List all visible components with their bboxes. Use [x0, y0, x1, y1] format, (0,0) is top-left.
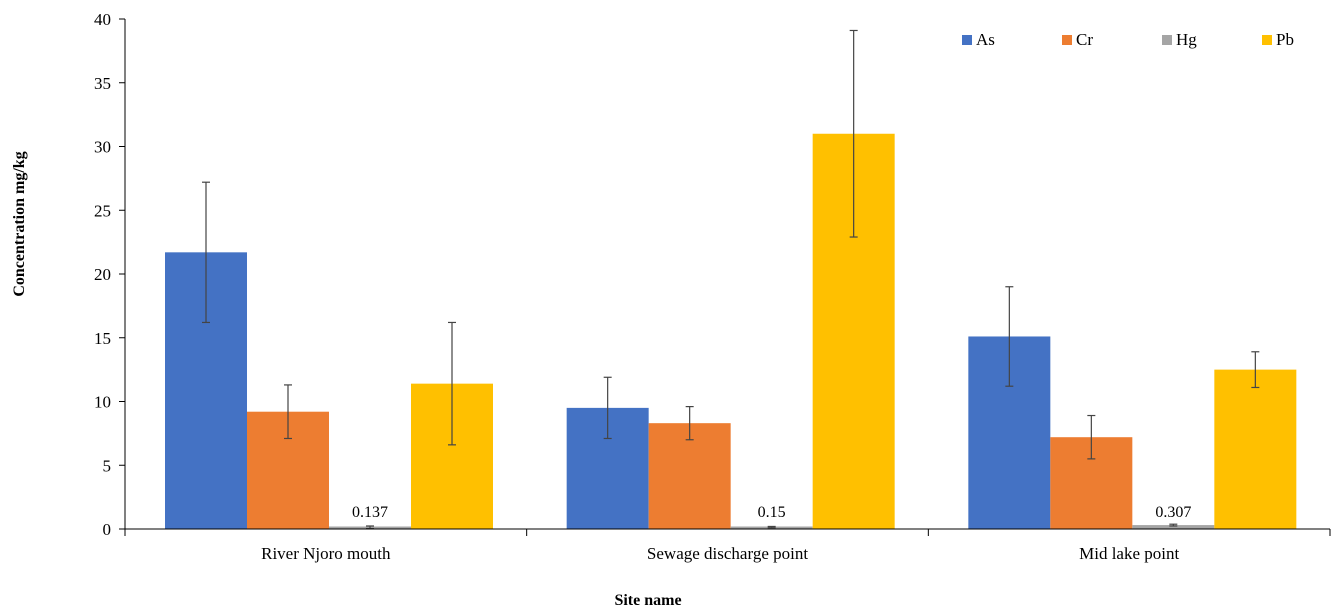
error-bars-layer [202, 29, 1260, 530]
y-tick-label: 15 [94, 329, 111, 348]
legend-swatch-hg [1162, 35, 1172, 45]
data-label: 0.137 [352, 504, 388, 521]
x-category-label: River Njoro mouth [261, 544, 391, 563]
legend-label-pb: Pb [1276, 30, 1294, 49]
legend-swatch-pb [1262, 35, 1272, 45]
bar-hg [1132, 525, 1215, 529]
legend-label-cr: Cr [1076, 30, 1093, 49]
legend-swatch-as [962, 35, 972, 45]
bars-layer [165, 133, 1297, 529]
bar-cr [648, 423, 731, 529]
y-tick-label: 25 [94, 201, 111, 220]
y-tick-label: 40 [94, 10, 111, 29]
legend: As Cr Hg Pb [962, 30, 1294, 49]
axes-layer: 0 5 10 15 20 25 30 35 40 River Njoro mouth Sewage … [94, 10, 1331, 563]
y-tick-label: 0 [103, 520, 112, 539]
y-tick-label: 5 [103, 456, 112, 475]
legend-label-hg: Hg [1176, 30, 1197, 49]
y-tick-label: 20 [94, 265, 111, 284]
data-labels-layer: 0.137 0.15 0.307 [352, 504, 1191, 521]
x-axis-title: Site name [614, 592, 681, 609]
y-tick-label: 30 [94, 138, 111, 157]
legend-swatch-cr [1062, 35, 1072, 45]
data-label: 0.307 [1155, 504, 1191, 521]
y-tick-label: 10 [94, 393, 111, 412]
data-label: 0.15 [758, 504, 786, 521]
bar-pb [1214, 369, 1297, 529]
legend-label-as: As [976, 30, 995, 49]
y-tick-label: 35 [94, 74, 111, 93]
x-category-label: Sewage discharge point [647, 544, 808, 563]
y-axis-title: Concentration mg/kg [11, 151, 28, 296]
x-category-label: Mid lake point [1079, 544, 1179, 563]
